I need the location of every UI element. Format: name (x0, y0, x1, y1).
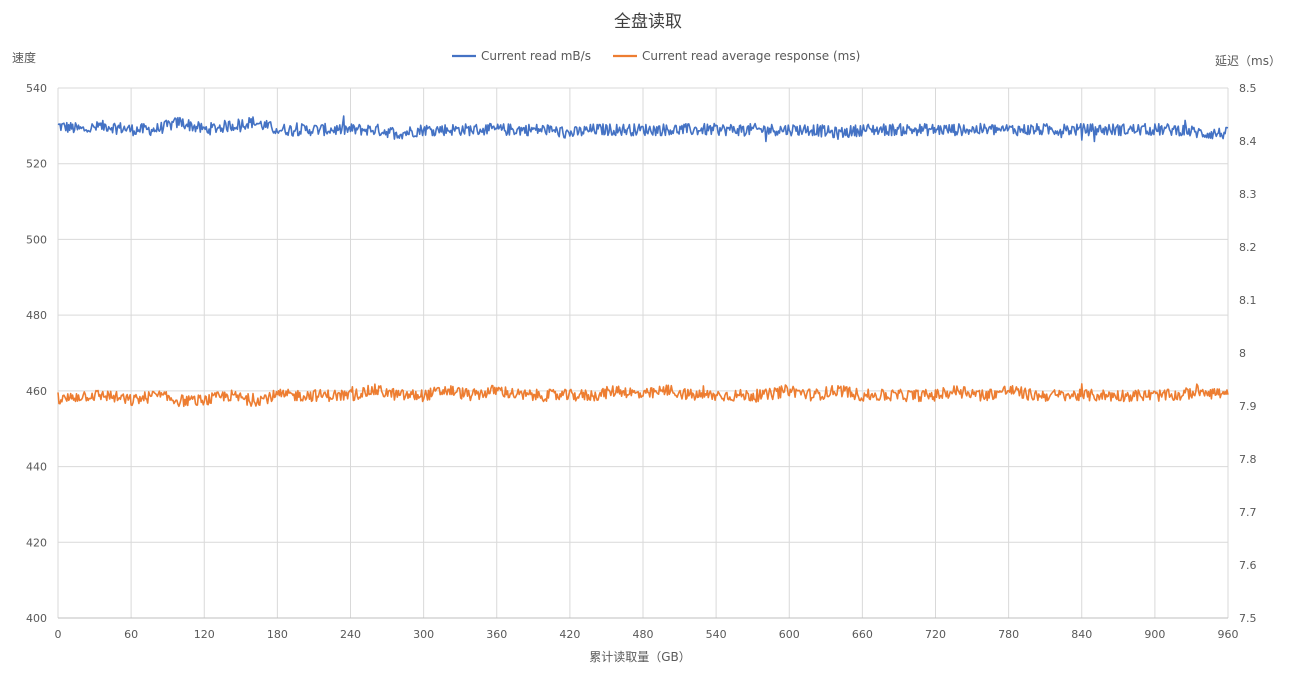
y-right-tick-label: 7.5 (1239, 612, 1257, 625)
series-line-read-speed (57, 115, 1229, 143)
x-axis-label: 累计读取量（GB） (589, 650, 691, 664)
x-tick-label: 420 (559, 628, 580, 641)
y-axis-right-label: 延迟（ms） (1215, 54, 1281, 68)
x-tick-label: 180 (267, 628, 288, 641)
x-tick-label: 540 (706, 628, 727, 641)
y-left-tick-label: 460 (26, 385, 47, 398)
y-left-tick-label: 400 (26, 612, 47, 625)
y-right-tick-label: 8.3 (1239, 188, 1257, 201)
x-tick-label: 120 (194, 628, 215, 641)
y-right-tick-label: 8.2 (1239, 241, 1257, 254)
legend-label-response-time: Current read average response (ms) (642, 49, 860, 63)
y-left-tick-label: 540 (26, 82, 47, 95)
x-tick-label: 840 (1071, 628, 1092, 641)
x-tick-label: 780 (998, 628, 1019, 641)
y-right-tick-label: 7.8 (1239, 453, 1257, 466)
x-tick-label: 900 (1144, 628, 1165, 641)
y-left-tick-label: 420 (26, 536, 47, 549)
y-right-tick-label: 8.4 (1239, 135, 1257, 148)
x-tick-label: 0 (55, 628, 62, 641)
x-tick-label: 600 (779, 628, 800, 641)
y-right-tick-label: 8 (1239, 347, 1246, 360)
series-lines (57, 115, 1229, 408)
chart-title: 全盘读取 (614, 12, 682, 32)
y-left-tick-label: 440 (26, 461, 47, 474)
axes: 400 420 440 460 480 500 520 540 0 60 120 180 240 300 3… (26, 82, 1257, 641)
y-left-tick-label: 500 (26, 233, 47, 246)
x-tick-label: 660 (852, 628, 873, 641)
x-tick-label: 720 (925, 628, 946, 641)
y-left-tick-label: 480 (26, 309, 47, 322)
y-axis-left-label: 速度 (12, 50, 36, 65)
x-tick-label: 480 (633, 628, 654, 641)
x-tick-label: 300 (413, 628, 434, 641)
series-line-response-time (57, 383, 1229, 408)
legend: Current read mB/s Current read average r… (452, 49, 860, 63)
y-right-tick-label: 8.1 (1239, 294, 1257, 307)
x-tick-label: 240 (340, 628, 361, 641)
y-right-tick-label: 7.9 (1239, 400, 1257, 413)
x-tick-label: 960 (1218, 628, 1239, 641)
grid-lines (57, 87, 1229, 619)
y-right-tick-label: 8.5 (1239, 82, 1257, 95)
x-tick-label: 60 (124, 628, 138, 641)
x-tick-label: 360 (486, 628, 507, 641)
y-right-tick-label: 7.7 (1239, 506, 1257, 519)
y-right-tick-label: 7.6 (1239, 559, 1257, 572)
y-left-tick-label: 520 (26, 158, 47, 171)
legend-label-read-speed: Current read mB/s (481, 49, 591, 63)
